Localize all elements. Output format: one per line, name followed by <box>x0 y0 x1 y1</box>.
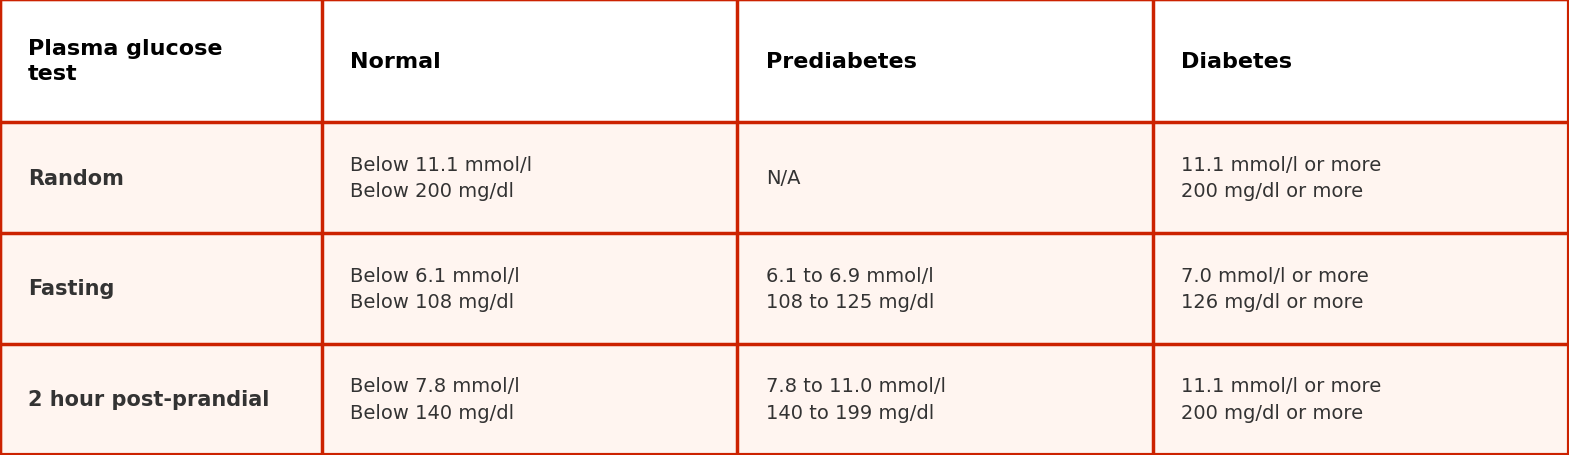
Text: Below 11.1 mmol/l
Below 200 mg/dl: Below 11.1 mmol/l Below 200 mg/dl <box>350 156 532 201</box>
Bar <box>0 233 322 344</box>
Text: Plasma glucose
test: Plasma glucose test <box>28 39 223 84</box>
Bar <box>0 0 322 123</box>
Text: N/A: N/A <box>766 169 800 187</box>
Bar <box>1153 344 1569 455</box>
Bar <box>737 0 1153 123</box>
Bar <box>322 123 737 233</box>
Text: 7.8 to 11.0 mmol/l
140 to 199 mg/dl: 7.8 to 11.0 mmol/l 140 to 199 mg/dl <box>766 377 946 422</box>
Bar <box>1153 0 1569 123</box>
Bar <box>737 344 1153 455</box>
Bar <box>1153 233 1569 344</box>
Text: Below 6.1 mmol/l
Below 108 mg/dl: Below 6.1 mmol/l Below 108 mg/dl <box>350 266 519 311</box>
Text: 11.1 mmol/l or more
200 mg/dl or more: 11.1 mmol/l or more 200 mg/dl or more <box>1181 377 1382 422</box>
Bar <box>1153 123 1569 233</box>
Bar <box>0 344 322 455</box>
Text: 6.1 to 6.9 mmol/l
108 to 125 mg/dl: 6.1 to 6.9 mmol/l 108 to 125 mg/dl <box>766 266 934 311</box>
Text: Below 7.8 mmol/l
Below 140 mg/dl: Below 7.8 mmol/l Below 140 mg/dl <box>350 377 519 422</box>
Text: 11.1 mmol/l or more
200 mg/dl or more: 11.1 mmol/l or more 200 mg/dl or more <box>1181 156 1382 201</box>
Bar <box>0 123 322 233</box>
Text: Diabetes: Diabetes <box>1181 51 1293 71</box>
Bar <box>322 344 737 455</box>
Bar <box>737 123 1153 233</box>
Bar <box>737 233 1153 344</box>
Bar <box>322 233 737 344</box>
Text: Normal: Normal <box>350 51 441 71</box>
Bar <box>322 0 737 123</box>
Text: Fasting: Fasting <box>28 279 115 298</box>
Text: 2 hour post-prandial: 2 hour post-prandial <box>28 389 270 409</box>
Text: Prediabetes: Prediabetes <box>766 51 916 71</box>
Text: Random: Random <box>28 168 124 188</box>
Text: 7.0 mmol/l or more
126 mg/dl or more: 7.0 mmol/l or more 126 mg/dl or more <box>1181 266 1370 311</box>
